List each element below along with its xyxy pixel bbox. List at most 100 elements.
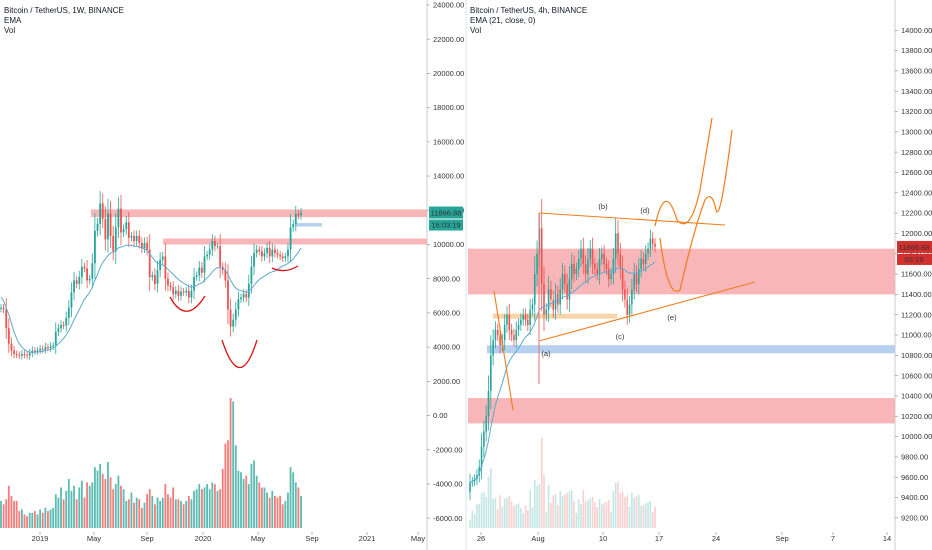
- right-candle: [612, 258, 615, 275]
- left-candle: [0, 307, 2, 309]
- left-price-badge-text: 11866.88: [431, 209, 462, 218]
- left-volume-bar: [23, 514, 26, 528]
- right-volume-bar: [561, 495, 564, 528]
- left-candle: [266, 247, 268, 254]
- right-volume-bar: [531, 507, 534, 528]
- left-x-tick-label: 2019: [32, 534, 49, 543]
- left-volume-bar: [182, 504, 185, 528]
- right-candle: [568, 279, 571, 300]
- left-candle: [47, 347, 49, 349]
- left-candle: [73, 280, 75, 293]
- right-volume-bar: [529, 489, 531, 528]
- right-volume-bar: [575, 513, 578, 528]
- right-candle: [490, 355, 492, 391]
- left-volume-bar: [274, 495, 276, 528]
- left-candle: [36, 350, 39, 352]
- left-volume-bar: [245, 475, 248, 528]
- left-volume-bar: [99, 463, 102, 528]
- left-candle: [279, 254, 282, 257]
- triangle-upper-line: [538, 212, 726, 226]
- right-candle: [483, 431, 485, 447]
- left-candle: [271, 249, 274, 257]
- right-candle: [591, 248, 594, 264]
- right-volume-bar: [545, 511, 548, 528]
- right-volume-bar: [619, 493, 622, 528]
- left-volume-bar: [2, 504, 5, 528]
- left-candle: [104, 218, 107, 240]
- right-volume-bar: [614, 483, 617, 528]
- right-volume-bar: [631, 492, 633, 528]
- left-shoulder-arc: [271, 265, 299, 272]
- left-candle: [297, 213, 300, 216]
- left-candle: [20, 353, 23, 356]
- left-volume-bar: [57, 497, 60, 528]
- right-candle: [573, 263, 575, 275]
- left-volume-bar: [94, 467, 96, 528]
- left-candle: [10, 343, 13, 351]
- left-volume-bar: [70, 490, 73, 528]
- left-candle: [26, 354, 28, 356]
- left-candle: [28, 353, 31, 356]
- left-candle: [258, 249, 261, 252]
- left-volume-bar: [216, 490, 219, 528]
- left-y-tick-label: 2000.00: [433, 377, 460, 386]
- right-candle: [515, 329, 518, 341]
- left-price-badge: [429, 206, 463, 219]
- right-candle: [508, 314, 511, 330]
- left-volume-bar: [234, 445, 237, 528]
- right-candle: [517, 324, 520, 330]
- left-volume-bar: [294, 482, 297, 528]
- left-volume-bar: [206, 484, 208, 528]
- left-volume-bar: [271, 490, 274, 528]
- right-volume-bar: [568, 491, 571, 528]
- right-volume-bar: [589, 498, 592, 528]
- left-volume-bar: [125, 500, 128, 528]
- left-candle: [96, 223, 99, 231]
- left-candle: [44, 347, 47, 350]
- right-y-tick-label: 11600.00: [901, 270, 932, 279]
- left-volume-bar: [169, 497, 172, 528]
- left-candle: [263, 253, 266, 257]
- left-candle: [190, 290, 193, 298]
- right-volume-bar: [501, 506, 504, 528]
- left-candle: [172, 287, 175, 295]
- left-volume-bar: [101, 473, 104, 528]
- right-candle: [607, 268, 610, 280]
- left-volume-bar: [138, 499, 141, 528]
- left-candle: [167, 278, 169, 286]
- left-volume-bar: [39, 509, 42, 528]
- left-volume-bar: [151, 495, 154, 528]
- right-y-tick-label: 11800.00: [901, 249, 932, 258]
- left-candle: [250, 266, 253, 284]
- right-candle: [649, 238, 652, 249]
- right-volume-bar: [617, 481, 619, 528]
- left-candle: [292, 223, 295, 228]
- right-volume-bar: [601, 504, 603, 528]
- left-volume-bar: [31, 512, 34, 528]
- left-volume-bar: [200, 489, 203, 528]
- right-volume-bar: [506, 497, 508, 528]
- left-candle: [260, 251, 263, 257]
- left-volume-bar: [190, 499, 193, 528]
- left-candle: [13, 350, 15, 354]
- right-y-tick-label: 9400.00: [901, 493, 928, 502]
- left-x-tick-label: May: [87, 534, 101, 543]
- right-price-badge: [897, 240, 932, 253]
- left-candle: [138, 235, 141, 243]
- left-volume-bar: [0, 500, 2, 528]
- right-candle: [642, 258, 645, 264]
- right-volume-bar: [621, 491, 624, 528]
- left-volume-bar: [67, 479, 70, 528]
- right-volume-bar: [483, 492, 485, 528]
- right-volume-bar: [638, 494, 640, 528]
- left-x-tick-label: May: [251, 534, 265, 543]
- left-volume-bar: [263, 487, 266, 528]
- left-candle: [94, 230, 96, 264]
- right-resistance-zone: [468, 398, 895, 424]
- right-candle: [496, 329, 499, 336]
- left-volume-bar: [26, 516, 28, 528]
- left-candle: [242, 294, 245, 298]
- right-candle: [647, 248, 649, 254]
- left-candle: [169, 285, 172, 288]
- left-candle: [180, 291, 182, 296]
